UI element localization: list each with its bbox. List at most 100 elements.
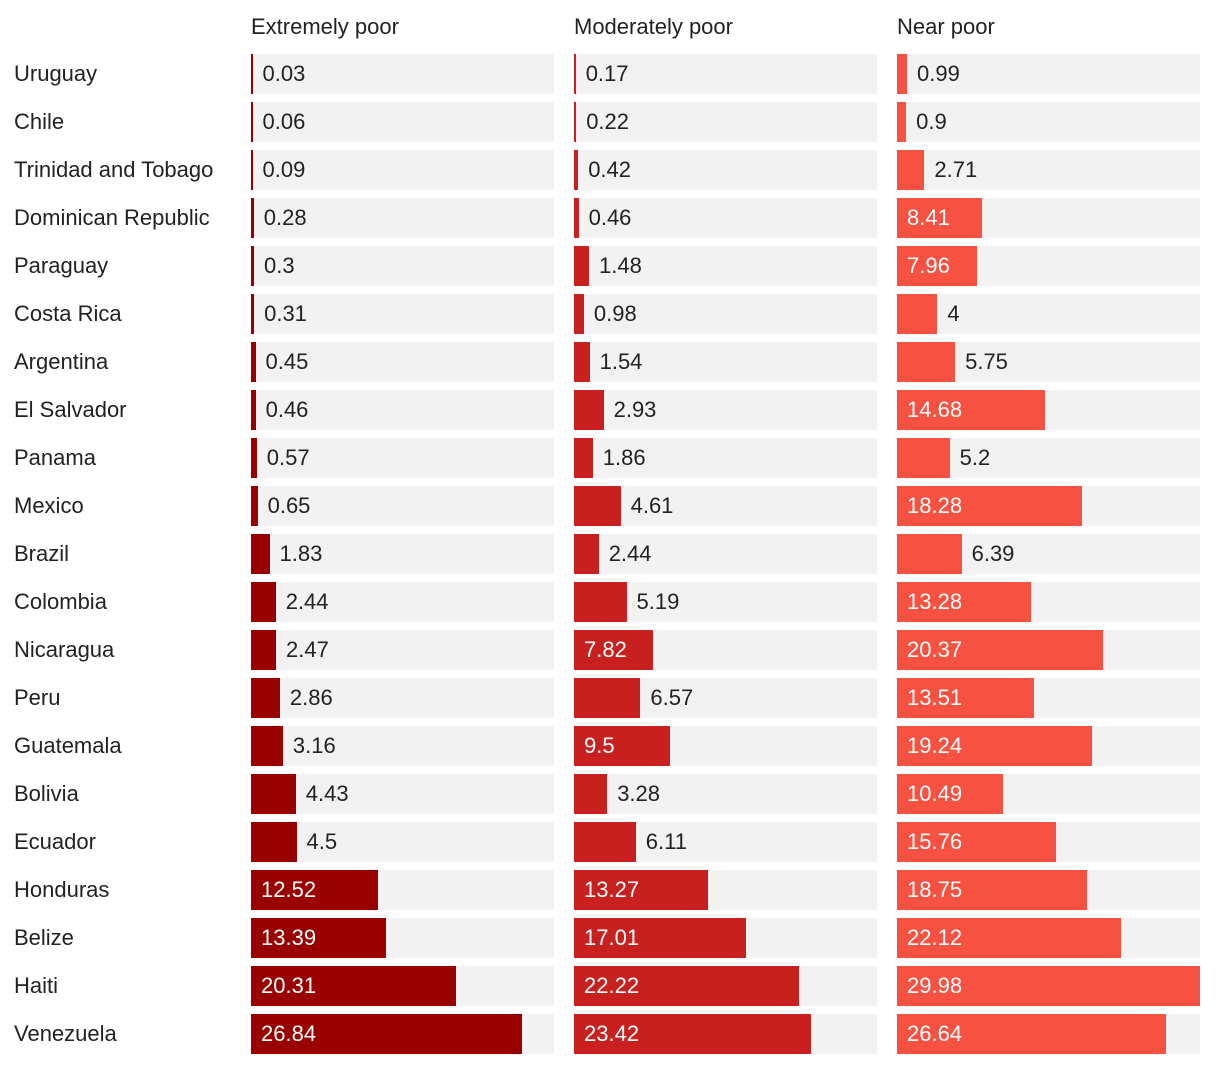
data-label: 6.11 <box>645 829 687 854</box>
bar-track: 20.37 <box>897 630 1200 670</box>
category-label: Uruguay <box>14 61 98 86</box>
data-label: 7.82 <box>584 637 627 662</box>
bar-track: 0.99 <box>897 54 1200 94</box>
bar <box>574 966 799 1006</box>
bar <box>574 342 590 382</box>
category-label: Paraguay <box>14 253 109 278</box>
category-label: Brazil <box>14 541 70 566</box>
bar <box>574 822 636 862</box>
bar-track: 7.82 <box>574 630 877 670</box>
category-label: Panama <box>14 445 96 470</box>
bar <box>574 246 589 286</box>
data-label: 3.28 <box>617 781 661 806</box>
data-label: 5.75 <box>965 349 1008 374</box>
bar <box>897 438 950 478</box>
bar-track: 1.86 <box>574 438 877 478</box>
data-label: 6.39 <box>971 541 1015 566</box>
bar-track: 5.19 <box>574 582 877 622</box>
bar <box>897 582 1032 622</box>
data-label: 0.31 <box>264 301 307 326</box>
bar-track: 3.16 <box>251 726 554 766</box>
data-label: 0.57 <box>266 445 310 470</box>
bar <box>251 294 255 334</box>
bar <box>251 342 256 382</box>
bar <box>251 774 296 814</box>
series-title: Near poor <box>897 14 995 39</box>
bar-track: 9.5 <box>574 726 877 766</box>
bar <box>897 822 1057 862</box>
bar <box>251 486 258 526</box>
category-label: Argentina <box>14 349 109 374</box>
bar <box>574 1014 811 1054</box>
bar-track: 1.48 <box>574 246 877 286</box>
data-label: 0.22 <box>586 109 630 134</box>
data-label: 4.5 <box>306 829 338 854</box>
data-label: 2.86 <box>289 685 333 710</box>
bar <box>574 150 579 190</box>
category-label: Belize <box>14 925 74 950</box>
bar-track: 0.17 <box>574 54 877 94</box>
bar <box>251 390 256 430</box>
bar <box>897 726 1092 766</box>
bar <box>251 150 253 190</box>
category-label: Chile <box>14 109 65 134</box>
bar-track: 0.65 <box>251 486 554 526</box>
bar <box>897 870 1087 910</box>
data-label: 29.98 <box>907 973 963 998</box>
bar <box>897 534 962 574</box>
bar-track: 0.9 <box>897 102 1200 142</box>
bar <box>897 102 907 142</box>
bar <box>574 102 577 142</box>
category-label: Trinidad and Tobago <box>14 157 214 182</box>
bar-track: 13.39 <box>251 918 554 958</box>
bar-track: 13.28 <box>897 582 1200 622</box>
bar <box>897 246 978 286</box>
bar-track: 14.68 <box>897 390 1200 430</box>
bar-track: 0.57 <box>251 438 554 478</box>
bar-track: 4.61 <box>574 486 877 526</box>
data-label: 13.39 <box>261 925 317 950</box>
data-label: 19.24 <box>907 733 963 758</box>
data-label: 0.03 <box>262 61 306 86</box>
data-label: 1.83 <box>279 541 323 566</box>
bar <box>251 630 276 670</box>
data-label: 1.86 <box>602 445 646 470</box>
bar-track: 15.76 <box>897 822 1200 862</box>
bar-track: 23.42 <box>574 1014 877 1054</box>
data-label: 13.51 <box>907 685 963 710</box>
bar-track: 0.42 <box>574 150 877 190</box>
data-label: 18.28 <box>907 493 963 518</box>
bar <box>897 966 1200 1006</box>
bar-track: 19.24 <box>897 726 1200 766</box>
bar-track: 13.27 <box>574 870 877 910</box>
data-label: 2.44 <box>608 541 652 566</box>
data-label: 0.09 <box>262 157 306 182</box>
data-label: 5.19 <box>636 589 680 614</box>
bar <box>251 726 283 766</box>
bar-track: 26.64 <box>897 1014 1200 1054</box>
bar-track: 12.52 <box>251 870 554 910</box>
bar-track: 29.98 <box>897 966 1200 1006</box>
bar <box>574 870 709 910</box>
bar <box>251 1014 523 1054</box>
bar <box>897 54 907 94</box>
data-label: 0.65 <box>267 493 311 518</box>
bar <box>574 54 576 94</box>
bar-track: 0.09 <box>251 150 554 190</box>
category-label: Colombia <box>14 589 107 614</box>
data-label: 0.45 <box>265 349 309 374</box>
bar-track: 6.11 <box>574 822 877 862</box>
data-label: 1.48 <box>599 253 642 278</box>
bar <box>251 966 457 1006</box>
category-label: Haiti <box>14 973 59 998</box>
bar-track: 26.84 <box>251 1014 554 1054</box>
data-label: 0.28 <box>263 205 307 230</box>
category-label: Honduras <box>14 877 110 902</box>
series-title: Moderately poor <box>574 14 733 39</box>
bar <box>251 870 378 910</box>
data-label: 15.76 <box>907 829 963 854</box>
bar <box>574 774 608 814</box>
data-label: 0.17 <box>585 61 629 86</box>
bar <box>897 1014 1167 1054</box>
